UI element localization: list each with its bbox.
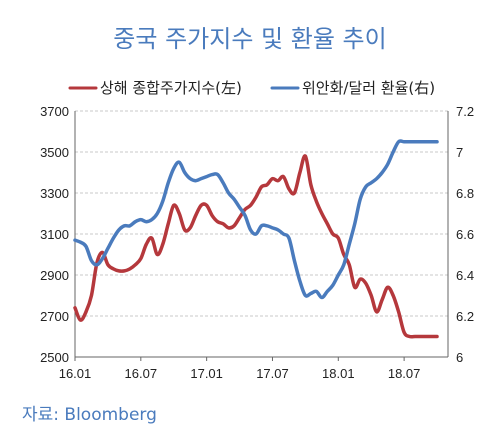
x-tick-label: 17.07 [256,366,289,381]
series-lines [73,139,439,339]
x-tick-label: 16.07 [125,366,158,381]
gridlines [75,110,448,317]
y-left-tick-label: 2500 [40,350,69,365]
legend-label-shanghai: 상해 종합주가지수(左) [100,79,242,97]
axes [74,111,449,358]
x-axis-ticks: 16.01 16.07 17.01 17.07 18.01 18.07 [59,357,421,381]
x-tick-label: 18.01 [322,366,355,381]
y-right-tick-label: 7.2 [456,104,474,119]
y-right-tick-label: 6 [456,350,463,365]
x-tick-label: 17.01 [190,366,223,381]
y-left-tick-label: 3100 [40,227,69,242]
y-left-tick-label: 2900 [40,268,69,283]
y-left-tick-label: 2700 [40,309,69,324]
x-tick-label: 18.07 [388,366,421,381]
y-right-tick-label: 7 [456,145,463,160]
y-right-tick-label: 6.2 [456,309,474,324]
legend-label-yuan-dollar: 위안화/달러 환율(右) [302,79,435,97]
y-axis-right-ticks: 6 6.2 6.4 6.6 6.8 7 7.2 [456,104,474,365]
legend: 상해 종합주가지수(左) 위안화/달러 환율(右) [68,79,435,97]
series-line-yuan-dollar [73,139,439,300]
y-right-tick-label: 6.4 [456,268,474,283]
chart-title: 중국 주가지수 및 환율 추이 [113,25,386,53]
series-line-shanghai [73,154,439,339]
source-note: 자료: Bloomberg [22,405,157,425]
x-tick-label: 16.01 [59,366,92,381]
y-right-tick-label: 6.8 [456,186,474,201]
y-axis-left-ticks: 2500 2700 2900 3100 3300 3500 3700 [40,104,69,365]
y-right-tick-label: 6.6 [456,227,474,242]
y-left-tick-label: 3700 [40,104,69,119]
y-left-tick-label: 3500 [40,145,69,160]
y-left-tick-label: 3300 [40,186,69,201]
